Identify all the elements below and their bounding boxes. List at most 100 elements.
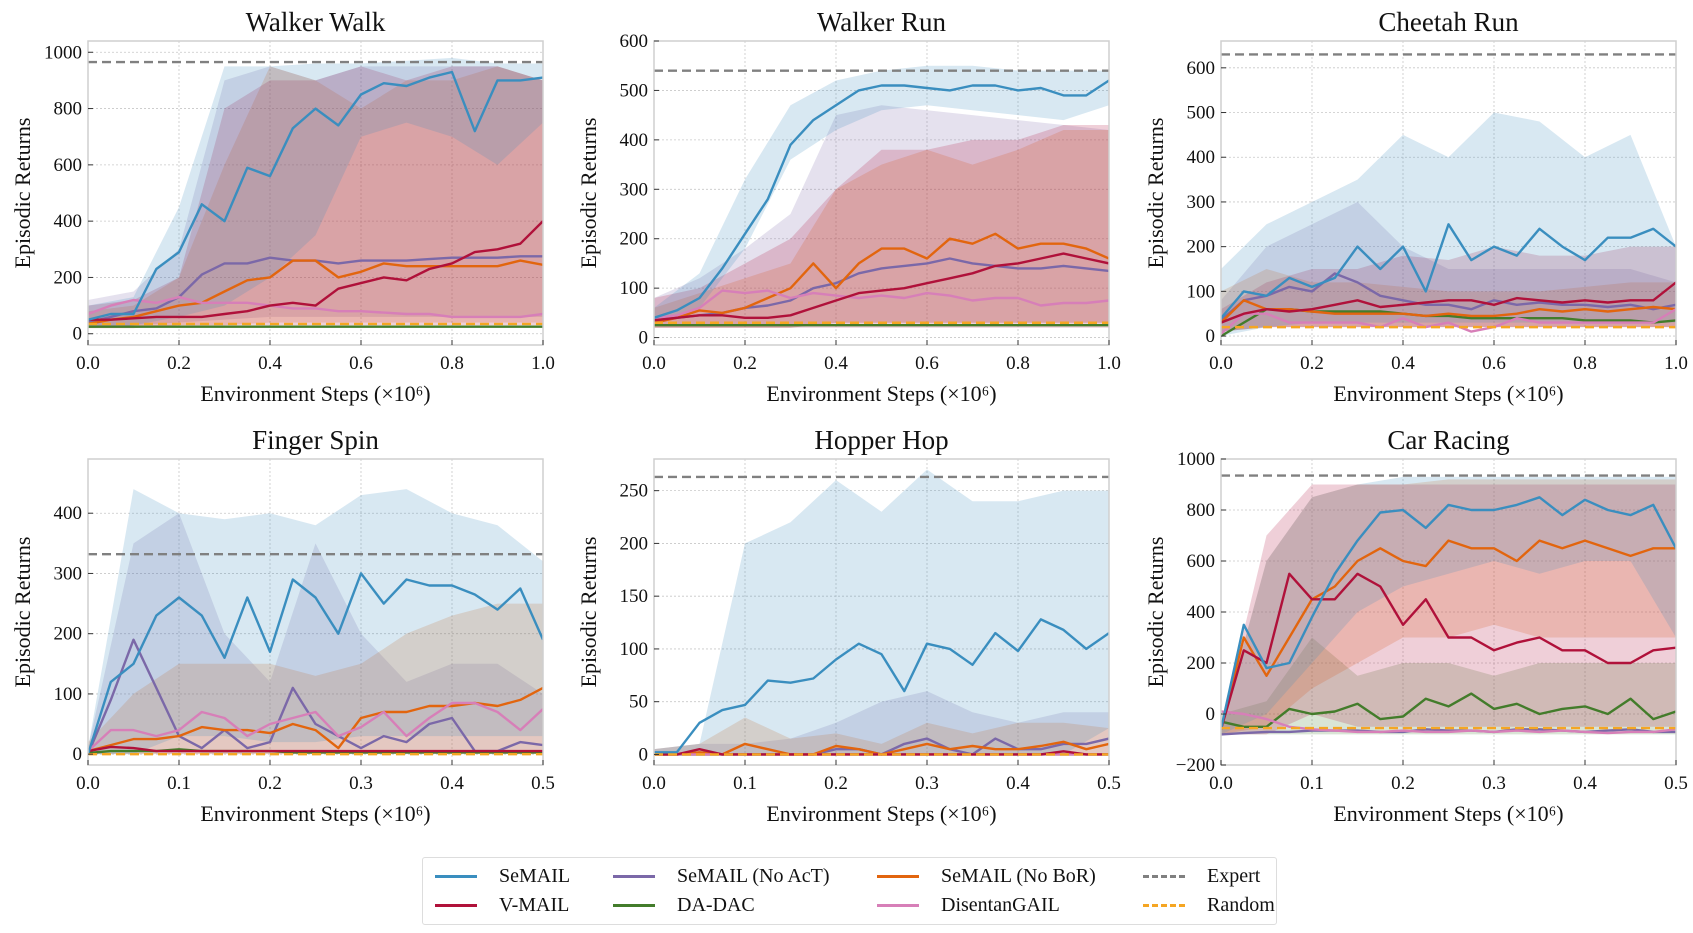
band-semail-no-act- [88, 513, 543, 755]
subplot-title: Cheetah Run [1378, 7, 1519, 37]
x-axis-label: Environment Steps (×10⁶) [766, 381, 996, 406]
y-tick-label: 100 [54, 684, 83, 705]
y-tick-label: 200 [54, 624, 83, 645]
x-tick-label: 0.1 [1300, 773, 1324, 794]
series-line-semail [88, 572, 543, 755]
x-tick-label: 0.5 [531, 773, 555, 794]
x-tick-label: 0.0 [76, 773, 100, 794]
y-axis-label: Episodic Returns [10, 118, 35, 269]
series-line-semail-no-bor- [654, 232, 1109, 324]
y-tick-label: −200 [1176, 755, 1215, 776]
y-tick-label: 800 [1187, 500, 1216, 521]
series-line-da-dac [1221, 692, 1676, 728]
x-tick-label: 1.0 [1097, 353, 1121, 374]
y-axis-label: Episodic Returns [576, 118, 601, 269]
y-tick-label: 0 [1206, 704, 1216, 725]
subplot-walker-walk: 0.0 0.2 0.4 0.6 0.8 1.0 0 200 400 600 800 1000 Walke… [10, 7, 555, 406]
legend-label: DisentanGAIL [941, 893, 1060, 916]
y-tick-label: 400 [1187, 602, 1216, 623]
plot-area [88, 57, 543, 329]
x-tick-label: 0.6 [1482, 353, 1506, 374]
series-line-v-mail [88, 220, 543, 321]
legend-label: DA-DAC [677, 893, 755, 916]
y-axis-label: Episodic Returns [10, 537, 35, 688]
series-line-v-mail [654, 252, 1109, 322]
legend-item-semail: SeMAIL [435, 863, 570, 889]
x-tick-label: 0.5 [1664, 773, 1688, 794]
x-tick-label: 0.8 [1573, 353, 1597, 374]
axes-frame [87, 458, 544, 766]
series-line-semail [1221, 223, 1676, 319]
legend-swatch [435, 874, 477, 878]
series-line-semail [654, 618, 1109, 754]
y-tick-label: 300 [54, 563, 83, 584]
y-tick-label: 150 [620, 586, 649, 607]
y-tick-label: 500 [620, 80, 649, 101]
x-tick-label: 0.2 [824, 773, 848, 794]
y-tick-label: 100 [1187, 281, 1216, 302]
y-tick-label: 200 [620, 533, 649, 554]
x-tick-label: 0.0 [1209, 353, 1233, 374]
series-line-semail [1221, 496, 1676, 730]
series-line-semail-no-act- [88, 638, 543, 755]
y-tick-label: 300 [620, 179, 649, 200]
legend-swatch [877, 874, 919, 878]
band-semail-no-act- [1221, 201, 1676, 332]
x-tick-label: 0.4 [1573, 773, 1597, 794]
legend-label: Random [1207, 893, 1275, 916]
x-tick-label: 0.3 [1482, 773, 1506, 794]
legend-item-da-dac: DA-DAC [613, 892, 755, 918]
x-axis-label: Environment Steps (×10⁶) [200, 801, 430, 826]
y-tick-label: 100 [620, 639, 649, 660]
y-axis-label: Episodic Returns [576, 537, 601, 688]
y-tick-label: 600 [54, 155, 83, 176]
x-tick-label: 0.1 [167, 773, 191, 794]
y-tick-label: 400 [620, 130, 649, 151]
band-semail-no-bor- [88, 603, 543, 755]
subplot-title: Finger Spin [252, 425, 379, 455]
x-tick-label: 0.0 [1209, 773, 1233, 794]
y-tick-label: 600 [620, 31, 649, 52]
legend-label: SeMAIL (No AcT) [677, 864, 830, 887]
legend-item-random: Random [1143, 892, 1275, 918]
y-tick-label: 300 [1187, 192, 1216, 213]
y-tick-label: 0 [639, 328, 649, 349]
y-tick-label: 100 [620, 278, 649, 299]
legend-label: V-MAIL [499, 893, 570, 916]
axes-frame [653, 458, 1110, 766]
series-line-disentangail [1221, 308, 1676, 335]
band-semail-no-bor- [654, 129, 1109, 328]
subplot-car-racing: 0.0 0.1 0.2 0.3 0.4 0.5 −200 0 200 400 600 800 1000 C… [1143, 425, 1688, 826]
y-tick-label: 0 [639, 744, 649, 765]
series-line-semail [654, 79, 1109, 319]
y-tick-label: 1000 [1177, 449, 1215, 470]
series-line-semail-no-bor- [1221, 539, 1676, 730]
x-tick-label: 0.3 [349, 773, 373, 794]
band-semail-no-act- [654, 105, 1109, 328]
band-v-mail [88, 66, 543, 329]
series-line-v-mail [1221, 572, 1676, 730]
x-tick-label: 0.2 [167, 353, 191, 374]
y-tick-label: 400 [1187, 147, 1216, 168]
y-tick-label: 50 [629, 692, 648, 713]
series-line-semail-no-act- [1221, 272, 1676, 322]
subplot-title: Walker Run [817, 7, 947, 37]
x-tick-label: 0.4 [1006, 773, 1030, 794]
band-semail-no-bor- [88, 66, 543, 329]
x-tick-label: 0.5 [1097, 773, 1121, 794]
band-semail [88, 489, 543, 755]
x-tick-label: 0.8 [440, 353, 464, 374]
x-tick-label: 1.0 [531, 353, 555, 374]
series-line-disentangail [88, 295, 543, 319]
y-tick-label: 600 [1187, 58, 1216, 79]
legend: SeMAIL V-MAIL SeMAIL (No AcT) DA-DAC SeMAIL … [422, 857, 1277, 925]
legend-item-v-mail: V-MAIL [435, 892, 569, 918]
x-tick-label: 0.4 [440, 773, 464, 794]
y-tick-label: 600 [1187, 551, 1216, 572]
subplot-walker-run: 0.0 0.2 0.4 0.6 0.8 1.0 0 100 200 300 400 500 600 Wal… [576, 7, 1121, 406]
y-tick-label: 800 [54, 99, 83, 120]
subplot-cheetah-run: 0.0 0.2 0.4 0.6 0.8 1.0 0 100 200 300 400 500 600 Che… [1143, 7, 1688, 406]
x-axis-label: Environment Steps (×10⁶) [766, 801, 996, 826]
y-tick-label: 500 [1187, 103, 1216, 124]
